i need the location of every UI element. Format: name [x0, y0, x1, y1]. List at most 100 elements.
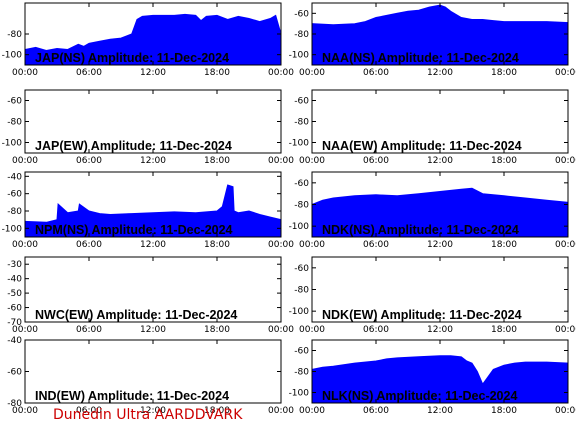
x-tick-label: 06:00 — [76, 156, 102, 166]
y-tick-label: -60 — [294, 9, 309, 19]
x-tick-label: 18:00 — [491, 156, 517, 166]
x-tick-label: 18:00 — [491, 68, 517, 78]
x-tick-label: 12:00 — [427, 325, 453, 335]
chart-title: IND(EW) Amplitude: 11-Dec-2024 — [35, 389, 229, 403]
chart-title: NAA(NS) Amplitude: 11-Dec-2024 — [322, 51, 519, 65]
chart-title: NWC(EW) Amplitude: 11-Dec-2024 — [35, 308, 237, 322]
y-tick-label: -80 — [294, 30, 309, 40]
x-tick-label: 06:00 — [76, 406, 102, 416]
chart-title: NAA(EW) Amplitude: 11-Dec-2024 — [322, 139, 522, 153]
chart-panel: -80 -100 00:00 06:00 12:00 18:00 00:00 JAP(NS) … — [2, 2, 294, 78]
y-tick-label: -80 — [294, 118, 309, 128]
x-tick-label: 12:00 — [427, 68, 453, 78]
y-tick-label: -30 — [7, 260, 22, 270]
y-tick-label: -100 — [2, 139, 23, 149]
chart-panel: -60 -80 -100 00:00 06:00 12:00 18:00 00:00 NDK(N… — [289, 171, 576, 250]
x-tick-label: 00:00 — [12, 156, 38, 166]
x-tick-label: 18:00 — [491, 406, 517, 416]
x-tick-label: 00:00 — [12, 325, 38, 335]
chart-title: NDK(EW) Amplitude: 11-Dec-2024 — [322, 308, 522, 322]
chart-panel: -40 -60 -80 -100 00:00 06:00 12:00 18:00 00:00 NP… — [2, 171, 294, 250]
y-tick-label: -100 — [2, 224, 23, 234]
chart-panel: -60 -80 -100 00:00 06:00 12:00 18:00 00:00 NLK(N… — [289, 339, 576, 416]
x-tick-label: 00:00 — [268, 325, 294, 335]
x-tick-label: 06:00 — [363, 156, 389, 166]
x-tick-label: 12:00 — [427, 240, 453, 250]
x-tick-label: 00:00 — [268, 406, 294, 416]
x-tick-label: 00:00 — [555, 240, 576, 250]
x-tick-label: 06:00 — [76, 68, 102, 78]
x-tick-label: 12:00 — [140, 240, 166, 250]
x-tick-label: 12:00 — [140, 406, 166, 416]
y-tick-label: -60 — [294, 347, 309, 357]
x-tick-label: 18:00 — [491, 240, 517, 250]
x-tick-label: 18:00 — [204, 325, 230, 335]
x-tick-label: 00:00 — [299, 325, 325, 335]
y-tick-label: -60 — [294, 97, 309, 107]
x-tick-label: 12:00 — [427, 156, 453, 166]
footer-label: Dunedin Ultra AARDDVARK — [53, 407, 243, 423]
chart-title: JAP(EW) Amplitude: 11-Dec-2024 — [35, 139, 232, 153]
x-tick-label: 00:00 — [12, 406, 38, 416]
x-tick-label: 00:00 — [555, 406, 576, 416]
x-tick-label: 00:00 — [268, 68, 294, 78]
y-tick-label: -100 — [289, 51, 310, 61]
amplitude-trace — [24, 184, 282, 238]
x-tick-label: 06:00 — [363, 240, 389, 250]
chart-panel: -60 -80 -100 00:00 06:00 12:00 18:00 00:00 NAA(E… — [289, 89, 576, 166]
y-tick-label: -80 — [7, 30, 22, 40]
x-tick-label: 12:00 — [140, 325, 166, 335]
x-tick-label: 18:00 — [204, 240, 230, 250]
x-tick-label: 00:00 — [299, 68, 325, 78]
x-tick-label: 12:00 — [140, 68, 166, 78]
y-tick-label: -80 — [294, 201, 309, 211]
x-tick-label: 00:00 — [12, 240, 38, 250]
x-tick-label: 06:00 — [363, 68, 389, 78]
y-tick-label: -80 — [294, 368, 309, 378]
x-tick-label: 00:00 — [555, 156, 576, 166]
y-tick-label: -60 — [7, 368, 22, 378]
x-tick-label: 06:00 — [76, 240, 102, 250]
chart-title: JAP(NS) Amplitude: 11-Dec-2024 — [35, 51, 229, 65]
y-tick-label: -100 — [289, 389, 310, 399]
chart-panel: -60 -80 -100 00:00 06:00 12:00 18:00 00:00 JAP(E… — [2, 89, 294, 166]
y-tick-label: -80 — [294, 286, 309, 296]
y-tick-label: -50 — [7, 289, 22, 299]
y-tick-label: -80 — [7, 207, 22, 217]
x-tick-label: 06:00 — [363, 406, 389, 416]
y-tick-label: -70 — [7, 318, 22, 328]
x-tick-label: 00:00 — [299, 406, 325, 416]
amplitude-trace — [311, 355, 569, 404]
chart-panel: -60 -80 -100 00:00 06:00 12:00 18:00 00:00 NDK(E… — [289, 256, 576, 335]
y-tick-label: -60 — [7, 304, 22, 314]
x-tick-label: 06:00 — [363, 325, 389, 335]
x-tick-label: 18:00 — [204, 68, 230, 78]
amplitude-trace — [24, 13, 282, 66]
y-tick-label: -40 — [7, 336, 22, 346]
x-tick-label: 00:00 — [555, 68, 576, 78]
x-tick-label: 00:00 — [555, 325, 576, 335]
x-tick-label: 00:00 — [268, 240, 294, 250]
x-tick-label: 00:00 — [299, 240, 325, 250]
y-tick-label: -60 — [7, 97, 22, 107]
y-tick-label: -100 — [2, 51, 23, 61]
chart-panel: -60 -80 -100 00:00 06:00 12:00 18:00 00:00 NAA(N… — [289, 2, 576, 78]
x-tick-label: 12:00 — [427, 406, 453, 416]
x-tick-label: 18:00 — [491, 325, 517, 335]
y-tick-label: -100 — [289, 307, 310, 317]
x-tick-label: 06:00 — [76, 325, 102, 335]
y-tick-label: -60 — [7, 190, 22, 200]
chart-title: NLK(NS) Amplitude: 11-Dec-2024 — [322, 389, 517, 403]
y-tick-label: -100 — [289, 222, 310, 232]
y-tick-label: -80 — [7, 399, 22, 409]
amplitude-trace — [311, 187, 569, 238]
y-tick-label: -40 — [7, 172, 22, 182]
y-tick-label: -100 — [289, 139, 310, 149]
x-tick-label: 18:00 — [204, 156, 230, 166]
x-tick-label: 18:00 — [204, 406, 230, 416]
y-tick-label: -80 — [7, 118, 22, 128]
x-tick-label: 12:00 — [140, 156, 166, 166]
chart-title: NPM(NS) Amplitude: 11-Dec-2024 — [35, 223, 233, 237]
